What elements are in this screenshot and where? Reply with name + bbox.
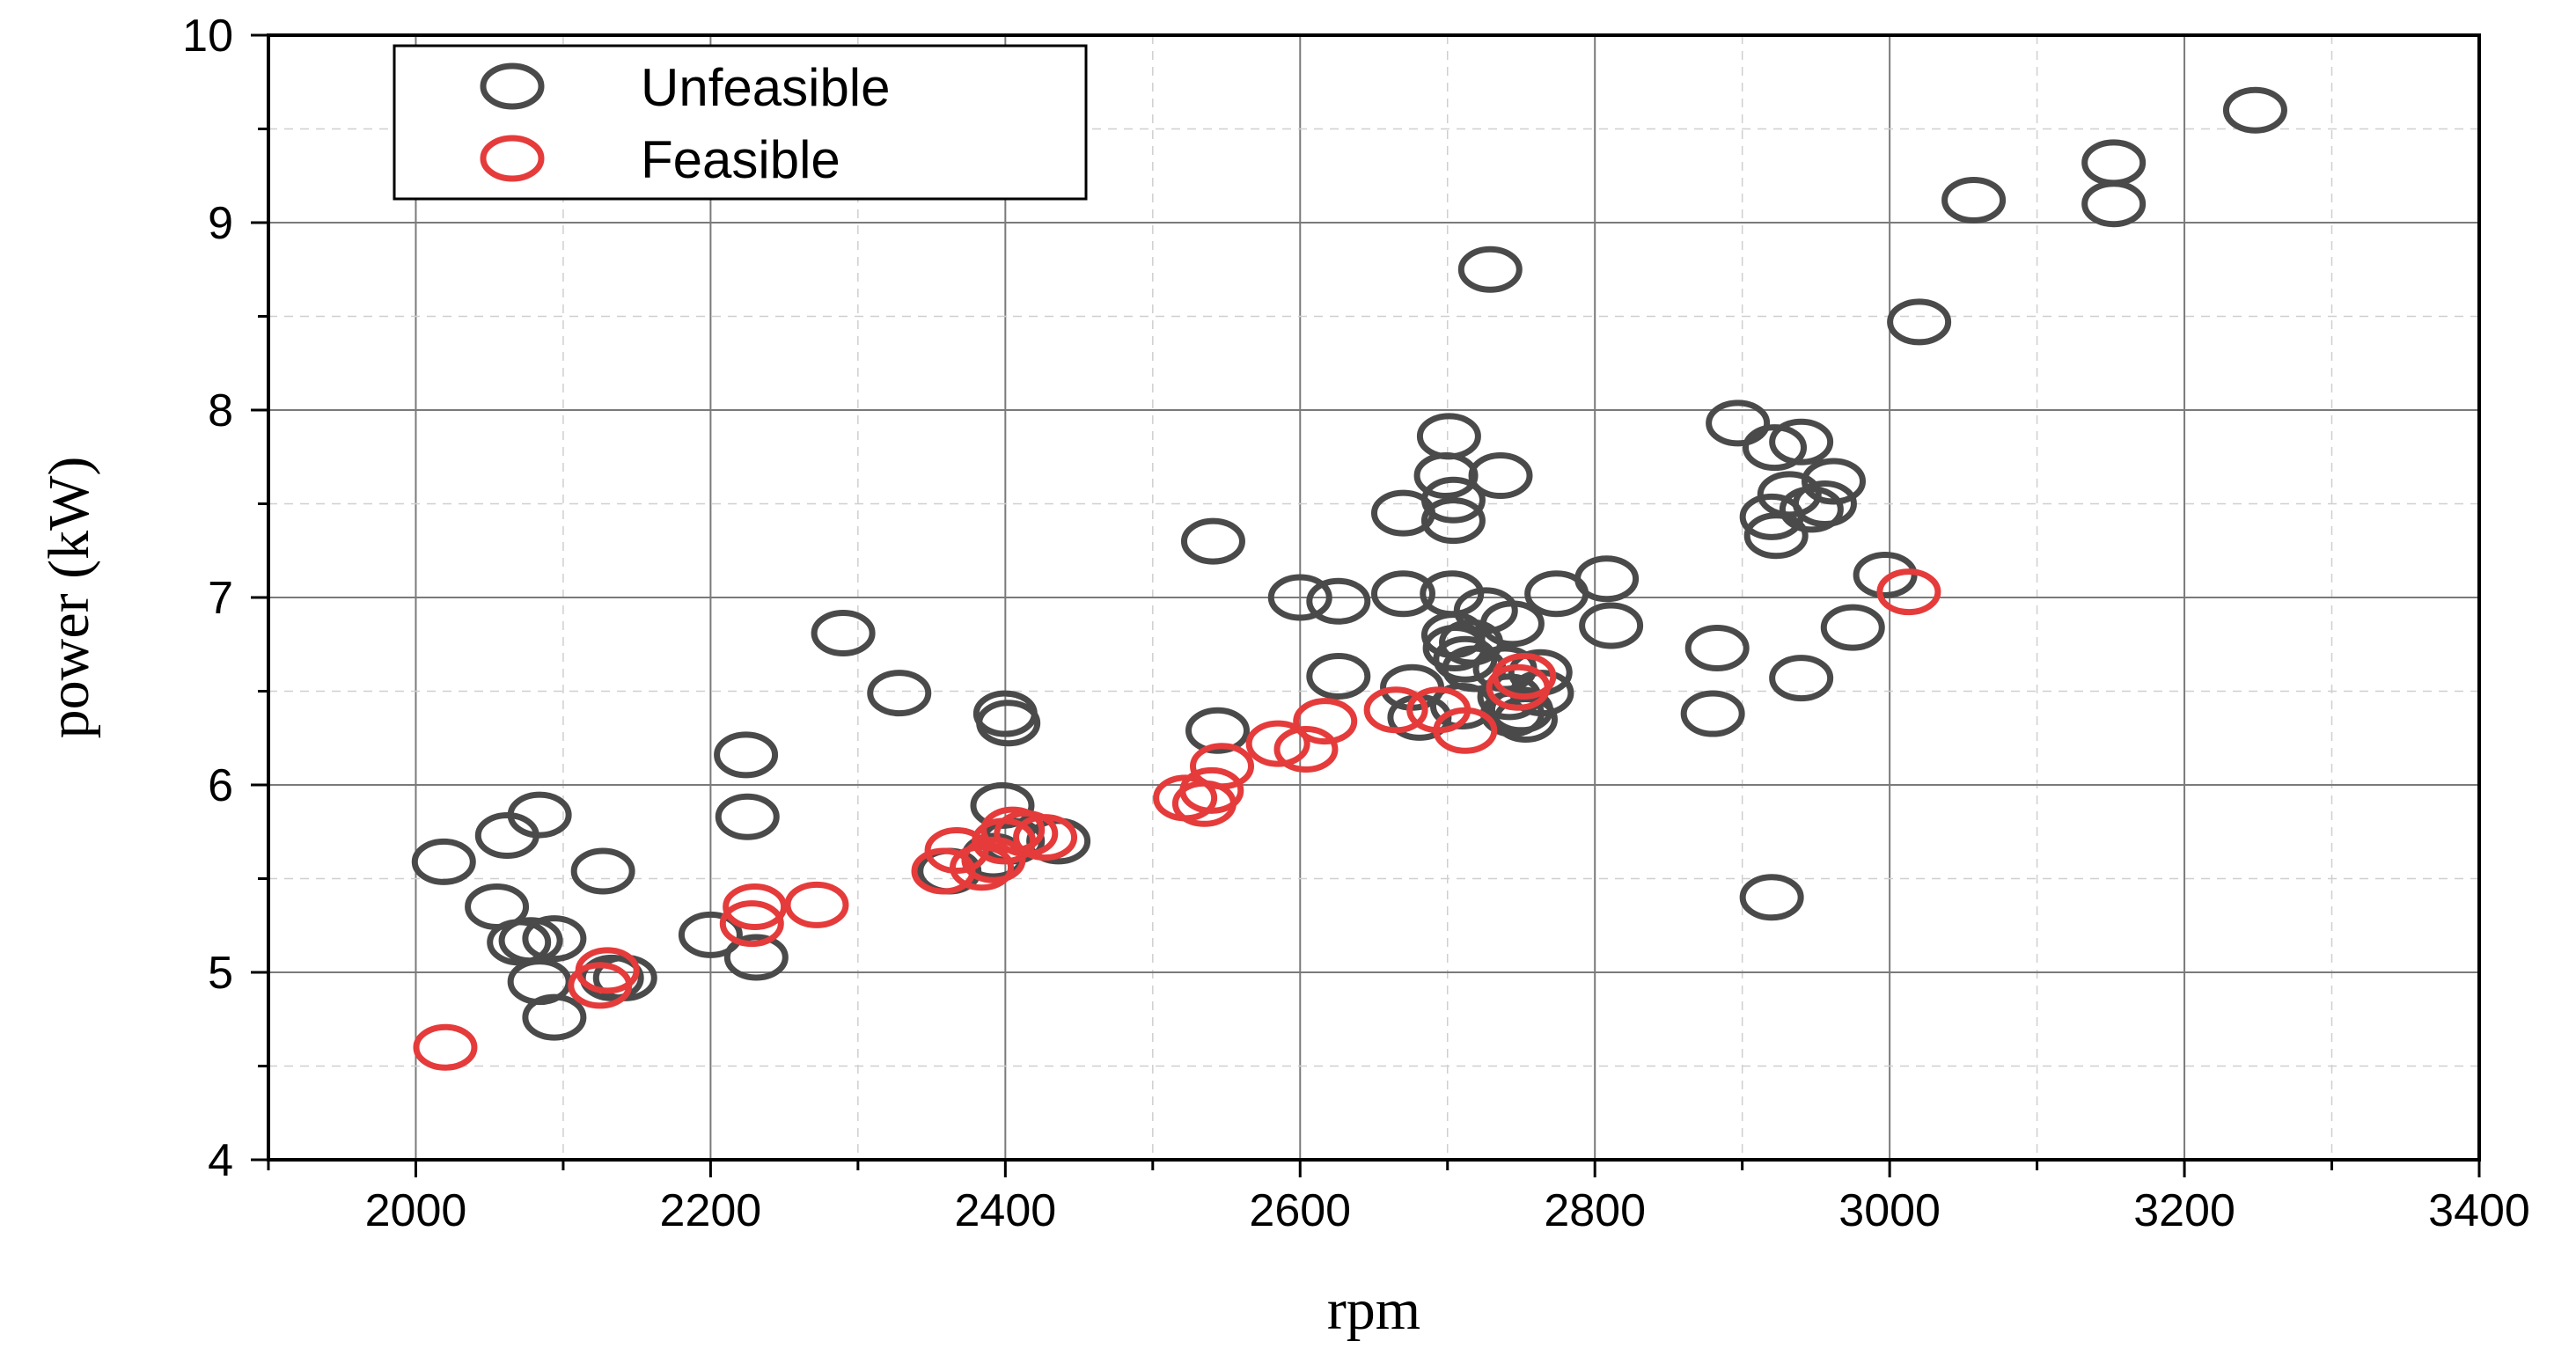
feasible-point bbox=[575, 947, 640, 994]
unfeasible-point bbox=[714, 731, 779, 779]
unfeasible-point bbox=[1792, 480, 1857, 527]
legend-box bbox=[393, 44, 1088, 201]
unfeasible-point bbox=[1779, 486, 1844, 533]
unfeasible-point bbox=[1267, 574, 1332, 621]
unfeasible-point bbox=[1479, 600, 1545, 648]
unfeasible-point bbox=[1420, 476, 1486, 524]
unfeasible-point bbox=[1706, 399, 1771, 447]
feasible-point bbox=[1245, 720, 1310, 767]
unfeasible-point bbox=[1416, 413, 1481, 460]
unfeasible-point bbox=[867, 670, 932, 717]
feasible-point bbox=[1179, 766, 1244, 814]
unfeasible-point bbox=[1420, 497, 1486, 545]
unfeasible-point bbox=[1680, 690, 1745, 737]
unfeasible-point bbox=[715, 793, 780, 840]
unfeasible-point bbox=[2081, 139, 2147, 187]
unfeasible-point bbox=[1306, 577, 1371, 625]
unfeasible-point bbox=[1370, 570, 1435, 618]
feasible-point bbox=[1876, 568, 1941, 616]
unfeasible-point bbox=[1457, 246, 1523, 293]
unfeasible-point bbox=[678, 911, 743, 958]
unfeasible-point bbox=[1820, 604, 1885, 651]
unfeasible-point bbox=[1769, 655, 1834, 702]
plot-frame bbox=[267, 33, 2481, 1162]
feasible-point bbox=[924, 827, 989, 875]
feasible-point bbox=[723, 883, 788, 930]
unfeasible-point bbox=[1743, 424, 1808, 472]
x-tick-label: 2200 bbox=[660, 1185, 762, 1236]
unfeasible-point bbox=[1853, 551, 1918, 598]
data-points bbox=[411, 86, 2287, 1071]
x-tick-label: 2400 bbox=[954, 1185, 1056, 1236]
series-unfeasible bbox=[411, 86, 2287, 1041]
unfeasible-point bbox=[507, 791, 572, 839]
feasible-point bbox=[784, 881, 849, 928]
legend-label-unfeasible: Unfeasible bbox=[641, 58, 891, 117]
tick-labels: 2000 2200 2400 2600 2800 3000 3200 3400 4 5 6 7 8 9 10 bbox=[182, 11, 2530, 1236]
x-tick-label: 2000 bbox=[365, 1185, 467, 1236]
y-tick-label: 8 bbox=[208, 385, 233, 436]
feasible-point bbox=[1363, 686, 1428, 734]
unfeasible-point bbox=[1185, 707, 1250, 754]
series-feasible bbox=[413, 568, 1941, 1071]
y-tick-label: 9 bbox=[208, 198, 233, 249]
feasible-point bbox=[950, 844, 1015, 891]
feasible-point bbox=[1293, 698, 1358, 745]
legend-marker-feasible bbox=[480, 135, 545, 182]
x-tick-label: 3400 bbox=[2428, 1185, 2530, 1236]
legend-marker-unfeasible bbox=[480, 62, 545, 110]
y-tick-label: 7 bbox=[208, 573, 233, 624]
unfeasible-point bbox=[1306, 652, 1371, 700]
legend: Unfeasible Feasible bbox=[393, 44, 1088, 201]
y-axis-title: power (kW) bbox=[37, 457, 101, 739]
feasible-point bbox=[1273, 726, 1339, 773]
unfeasible-point bbox=[2222, 86, 2287, 134]
unfeasible-point bbox=[1887, 298, 1952, 346]
unfeasible-point bbox=[1579, 602, 1644, 649]
unfeasible-point bbox=[811, 609, 876, 656]
unfeasible-point bbox=[1941, 176, 2007, 224]
unfeasible-point bbox=[1684, 625, 1750, 672]
unfeasible-point bbox=[1801, 458, 1866, 505]
unfeasible-point bbox=[2081, 180, 2147, 228]
unfeasible-point bbox=[1757, 471, 1822, 518]
unfeasible-point bbox=[976, 700, 1041, 747]
y-tick-label: 4 bbox=[208, 1135, 233, 1186]
y-tick-label: 10 bbox=[182, 11, 233, 62]
unfeasible-point bbox=[522, 993, 587, 1041]
unfeasible-point bbox=[1433, 635, 1498, 683]
unfeasible-point bbox=[1739, 874, 1804, 921]
feasible-point bbox=[1492, 652, 1557, 700]
unfeasible-point bbox=[522, 915, 587, 963]
x-tick-label: 3200 bbox=[2133, 1185, 2235, 1236]
y-tick-label: 6 bbox=[208, 760, 233, 811]
unfeasible-point bbox=[570, 847, 635, 895]
unfeasible-point bbox=[1180, 517, 1245, 565]
feasible-point bbox=[1433, 707, 1498, 754]
unfeasible-point bbox=[723, 934, 789, 981]
unfeasible-point bbox=[1769, 418, 1834, 465]
x-tick-label: 2600 bbox=[1249, 1185, 1351, 1236]
y-tick-label: 5 bbox=[208, 948, 233, 999]
unfeasible-point bbox=[411, 838, 476, 885]
feasible-point bbox=[1013, 814, 1078, 861]
x-tick-label: 3000 bbox=[1838, 1185, 1941, 1236]
x-tick-label: 2800 bbox=[1544, 1185, 1646, 1236]
unfeasible-point bbox=[1468, 452, 1533, 500]
x-axis-title: rpm bbox=[1327, 1278, 1420, 1342]
feasible-point bbox=[719, 900, 784, 948]
feasible-point bbox=[413, 1023, 478, 1071]
unfeasible-point bbox=[1574, 555, 1640, 603]
legend-label-feasible: Feasible bbox=[641, 130, 840, 189]
feasible-point bbox=[1190, 743, 1255, 790]
